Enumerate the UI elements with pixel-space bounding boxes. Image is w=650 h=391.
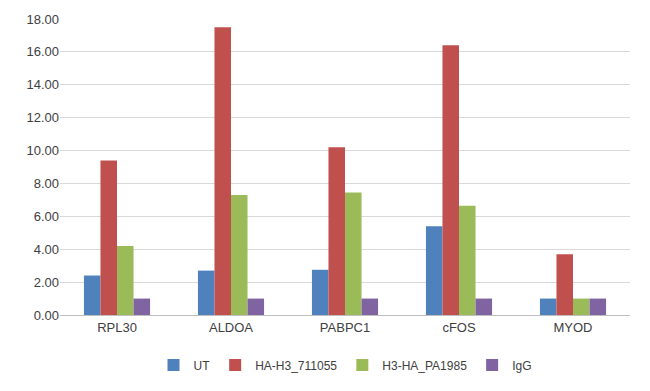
- svg-text:8.00: 8.00: [34, 176, 59, 191]
- svg-text:MYOD: MYOD: [554, 320, 593, 335]
- svg-text:H3-HA_PA1985: H3-HA_PA1985: [382, 359, 467, 373]
- svg-text:2.00: 2.00: [34, 275, 59, 290]
- svg-text:12.00: 12.00: [26, 110, 59, 125]
- svg-text:UT: UT: [194, 359, 211, 373]
- svg-text:HA-H3_711055: HA-H3_711055: [255, 359, 337, 373]
- svg-text:14.00: 14.00: [26, 77, 59, 92]
- svg-text:4.00: 4.00: [34, 242, 59, 257]
- svg-text:cFOS: cFOS: [442, 320, 476, 335]
- svg-text:ALDOA: ALDOA: [209, 320, 253, 335]
- svg-text:0.00: 0.00: [34, 308, 59, 323]
- svg-text:RPL30: RPL30: [97, 320, 137, 335]
- svg-text:IgG: IgG: [512, 359, 531, 373]
- svg-text:18.00: 18.00: [26, 12, 59, 27]
- svg-text:6.00: 6.00: [34, 209, 59, 224]
- svg-text:16.00: 16.00: [26, 44, 59, 59]
- svg-text:10.00: 10.00: [26, 143, 59, 158]
- svg-text:PABPC1: PABPC1: [320, 320, 370, 335]
